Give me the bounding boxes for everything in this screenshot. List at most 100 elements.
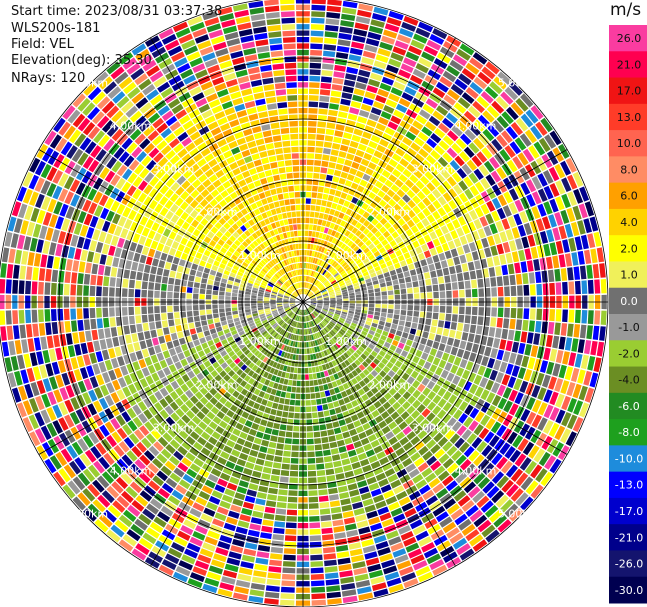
velocity-bin xyxy=(88,389,98,402)
velocity-bin xyxy=(473,472,486,485)
velocity-bin xyxy=(286,290,292,294)
velocity-bin xyxy=(291,445,299,451)
velocity-bin xyxy=(446,527,460,539)
velocity-bin xyxy=(142,322,149,332)
velocity-bin xyxy=(173,450,184,461)
velocity-bin xyxy=(326,422,333,430)
velocity-bin xyxy=(308,307,313,313)
velocity-bin xyxy=(388,265,395,272)
velocity-bin xyxy=(309,516,320,522)
velocity-bin xyxy=(138,413,148,424)
velocity-bin xyxy=(413,425,423,435)
velocity-bin xyxy=(181,137,192,147)
velocity-bin xyxy=(334,466,344,474)
velocity-bin xyxy=(378,199,387,208)
velocity-bin xyxy=(426,380,436,390)
velocity-bin xyxy=(215,230,224,238)
velocity-bin xyxy=(249,335,256,342)
velocity-bin xyxy=(318,232,324,239)
velocity-bin xyxy=(477,133,490,146)
velocity-bin xyxy=(29,191,39,206)
velocity-bin xyxy=(289,301,295,302)
velocity-bin xyxy=(406,189,416,199)
velocity-bin xyxy=(324,135,334,142)
velocity-bin xyxy=(347,449,357,457)
velocity-bin xyxy=(404,86,417,97)
velocity-bin xyxy=(321,344,326,350)
velocity-bin xyxy=(252,313,259,317)
velocity-bin xyxy=(234,586,249,595)
velocity-bin xyxy=(143,142,155,154)
velocity-bin xyxy=(251,260,258,266)
velocity-bin xyxy=(337,266,343,272)
velocity-bin xyxy=(486,336,494,347)
velocity-bin xyxy=(97,115,110,129)
velocity-bin xyxy=(477,476,491,490)
velocity-bin xyxy=(327,275,333,280)
velocity-bin xyxy=(381,295,388,300)
velocity-bin xyxy=(430,416,441,427)
velocity-bin xyxy=(118,441,130,453)
velocity-bin xyxy=(494,438,506,452)
velocity-bin xyxy=(510,122,524,136)
velocity-bin xyxy=(324,37,337,45)
velocity-bin xyxy=(469,324,477,334)
velocity-bin xyxy=(331,216,338,223)
velocity-bin xyxy=(123,155,135,167)
velocity-bin xyxy=(378,320,385,326)
velocity-bin xyxy=(376,144,386,153)
velocity-bin xyxy=(402,194,411,203)
velocity-bin xyxy=(205,262,212,269)
velocity-bin xyxy=(203,507,216,517)
velocity-bin xyxy=(562,239,570,253)
velocity-bin xyxy=(251,290,258,294)
velocity-bin xyxy=(578,385,588,401)
velocity-bin xyxy=(410,225,419,234)
velocity-bin xyxy=(455,264,462,274)
velocity-bin xyxy=(206,184,216,193)
velocity-bin xyxy=(471,288,478,298)
velocity-bin xyxy=(251,303,257,306)
velocity-bin xyxy=(445,112,458,124)
velocity-bin xyxy=(129,270,137,280)
velocity-bin xyxy=(368,292,375,297)
velocity-bin xyxy=(531,206,541,219)
velocity-bin xyxy=(13,325,20,340)
velocity-bin xyxy=(365,428,374,437)
velocity-bin xyxy=(270,296,277,299)
velocity-bin xyxy=(412,120,424,131)
velocity-bin xyxy=(523,222,533,235)
velocity-bin xyxy=(362,498,374,507)
velocity-bin xyxy=(264,297,270,300)
velocity-bin xyxy=(116,427,128,440)
velocity-bin xyxy=(289,298,296,301)
velocity-bin xyxy=(286,317,291,323)
velocity-bin xyxy=(257,303,263,306)
velocity-bin xyxy=(272,361,278,368)
velocity-bin xyxy=(323,44,337,51)
velocity-bin xyxy=(412,355,420,364)
velocity-bin xyxy=(333,253,339,260)
velocity-bin xyxy=(347,147,357,155)
velocity-bin xyxy=(153,516,167,528)
velocity-bin xyxy=(103,317,110,328)
velocity-bin xyxy=(305,387,310,393)
velocity-bin xyxy=(263,266,269,272)
velocity-bin xyxy=(238,480,249,488)
velocity-bin xyxy=(262,413,270,420)
velocity-bin xyxy=(202,179,212,188)
velocity-bin xyxy=(185,452,196,462)
velocity-bin xyxy=(334,532,346,540)
velocity-bin xyxy=(334,130,344,138)
velocity-bin xyxy=(307,464,316,471)
velocity-bin xyxy=(495,494,509,508)
velocity-bin xyxy=(345,279,351,284)
velocity-bin xyxy=(353,128,363,137)
velocity-bin xyxy=(375,54,389,63)
velocity-bin xyxy=(371,322,378,328)
velocity-bin xyxy=(330,299,336,302)
velocity-bin xyxy=(349,167,358,176)
velocity-bin xyxy=(444,321,451,329)
velocity-bin xyxy=(324,335,329,341)
velocity-bin xyxy=(511,341,520,353)
